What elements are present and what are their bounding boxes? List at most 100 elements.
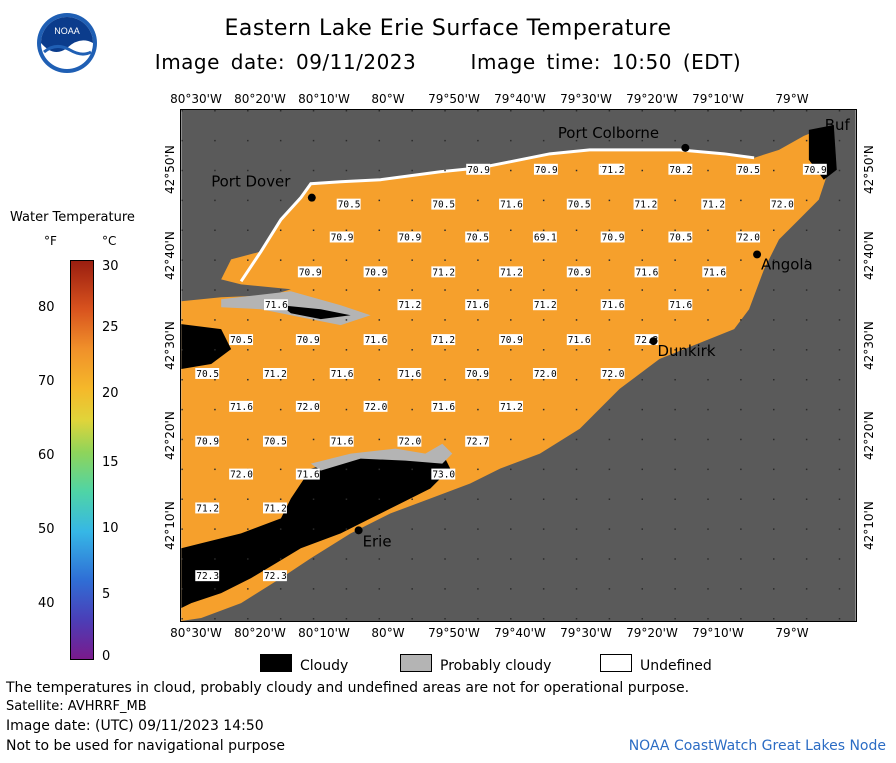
lon-label-top: 79°10'W: [692, 92, 744, 106]
lon-label-top: 80°30'W: [170, 92, 222, 106]
lat-label-left: 42°30'N: [163, 321, 177, 371]
f-tick: 50: [38, 522, 55, 537]
temperature-label: 71.6: [500, 200, 523, 211]
temperature-label-bg: [397, 231, 422, 243]
credit-text: NOAA CoastWatch Great Lakes Node: [628, 738, 886, 754]
temperature-label: 71.6: [568, 335, 591, 346]
temperature-label: 72.7: [466, 437, 489, 448]
temperature-label-bg: [702, 266, 727, 278]
temperature-label: 70.9: [196, 437, 219, 448]
cloudy-swatch: [260, 654, 292, 672]
temperature-label: 71.2: [264, 369, 287, 380]
logo-text: NOAA: [54, 26, 80, 36]
page-title: Eastern Lake Erie Surface Temperature: [224, 16, 672, 41]
temperature-label: 70.9: [297, 335, 320, 346]
lat-label-left: 42°20'N: [163, 411, 177, 461]
temperature-label: 71.2: [534, 300, 557, 311]
temperature-label: 70.5: [568, 200, 591, 211]
temperature-label: 70.9: [568, 267, 591, 278]
temperature-label-bg: [465, 367, 490, 379]
lat-label-left: 42°40'N: [163, 231, 177, 281]
lon-label-bottom: 79°10'W: [692, 626, 744, 640]
temperature-label-bg: [566, 198, 591, 210]
temperature-label-bg: [195, 502, 220, 514]
temperature-label-bg: [397, 435, 422, 447]
temperature-label-bg: [295, 468, 320, 480]
cloudy-label: Cloudy: [300, 658, 349, 674]
city-label: Buf: [825, 116, 851, 134]
temperature-label-bg: [600, 231, 625, 243]
lon-label-bottom: 79°30'W: [560, 626, 612, 640]
temperature-label-bg: [668, 163, 693, 175]
legend-title: Water Temperature: [10, 210, 135, 225]
temperature-label-bg: [431, 334, 456, 346]
temperature-label-bg: [701, 198, 726, 210]
temperature-label-bg: [600, 163, 625, 175]
lon-label-bottom: 79°50'W: [428, 626, 480, 640]
satellite-info: Satellite: AVHRRF_MB: [6, 699, 147, 714]
temperature-label-bg: [263, 570, 287, 582]
lat-label-left: 42°50'N: [163, 145, 177, 195]
temperature-label-bg: [397, 367, 422, 379]
temperature-label-bg: [634, 266, 659, 278]
temperature-label-bg: [668, 231, 693, 243]
lat-label-right: 42°10'N: [862, 501, 876, 551]
lon-label-bottom: 80°10'W: [298, 626, 350, 640]
temperature-label: 70.9: [500, 335, 523, 346]
temperature-label-bg: [802, 163, 827, 175]
temperature-label-bg: [736, 163, 761, 175]
temperature-map: 70.9 70.9 70.9 71.2 70.2 70.5 70.9 70.5 70.5 71.6…: [180, 109, 857, 622]
temperature-label: 71.6: [669, 300, 692, 311]
image-date-time: Image date: 09/11/2023 Image time: 10:50…: [154, 50, 742, 74]
temperature-label-bg: [263, 435, 287, 447]
lat-label-right: 42°40'N: [862, 231, 876, 281]
lon-label-top: 79°20'W: [626, 92, 678, 106]
temperature-label: 72.0: [737, 232, 760, 243]
temperature-label-bg: [499, 334, 523, 346]
temperature-label: 70.9: [398, 232, 421, 243]
temperature-label-bg: [533, 163, 558, 175]
f-tick: 40: [38, 596, 55, 611]
temperature-label-bg: [532, 231, 557, 243]
temperature-label: 71.6: [602, 300, 625, 311]
city-label: Port Colborne: [558, 124, 659, 142]
city-marker: [307, 193, 316, 202]
temperature-label-bg: [329, 231, 354, 243]
temperature-label-bg: [229, 334, 254, 346]
lon-label-top: 79°W: [775, 92, 809, 106]
city-marker: [354, 526, 363, 535]
utc-image-date: Image date: (UTC) 09/11/2023 14:50: [6, 718, 264, 734]
operational-note: The temperatures in cloud, probably clou…: [6, 680, 690, 696]
temperature-label-bg: [195, 367, 220, 379]
temperature-label-bg: [397, 299, 422, 311]
temperature-label: 71.2: [196, 503, 219, 514]
temperature-label-bg: [295, 400, 320, 412]
temperature-label: 70.5: [669, 232, 692, 243]
temperature-label-bg: [263, 367, 287, 379]
temperature-label: 71.6: [331, 369, 354, 380]
color-scale-bar: [70, 260, 94, 660]
temperature-label: 72.0: [398, 437, 421, 448]
temperature-label: 73.0: [432, 470, 455, 481]
c-tick: 10: [102, 521, 119, 536]
lon-label-top: 80°10'W: [298, 92, 350, 106]
lat-label-right: 42°50'N: [862, 145, 876, 195]
lon-label-top: 79°50'W: [428, 92, 480, 106]
lat-label-left: 42°10'N: [163, 501, 177, 551]
temperature-label: 71.2: [702, 200, 725, 211]
temperature-label: 70.9: [602, 232, 625, 243]
noaa-logo: NOAA: [37, 13, 97, 73]
unit-celsius: °C: [102, 234, 117, 248]
temperature-label-bg: [566, 334, 591, 346]
temperature-label: 72.3: [264, 571, 287, 582]
lon-label-top: 80°W: [371, 92, 405, 106]
temperature-label: 71.6: [703, 267, 726, 278]
temperature-label-bg: [431, 266, 456, 278]
undefined-label: Undefined: [640, 658, 712, 674]
temperature-label-bg: [532, 367, 557, 379]
temperature-label-bg: [263, 502, 287, 514]
temperature-label: 71.6: [297, 470, 320, 481]
temperature-label-bg: [465, 299, 490, 311]
c-tick: 0: [102, 649, 111, 664]
temperature-label-bg: [600, 367, 625, 379]
